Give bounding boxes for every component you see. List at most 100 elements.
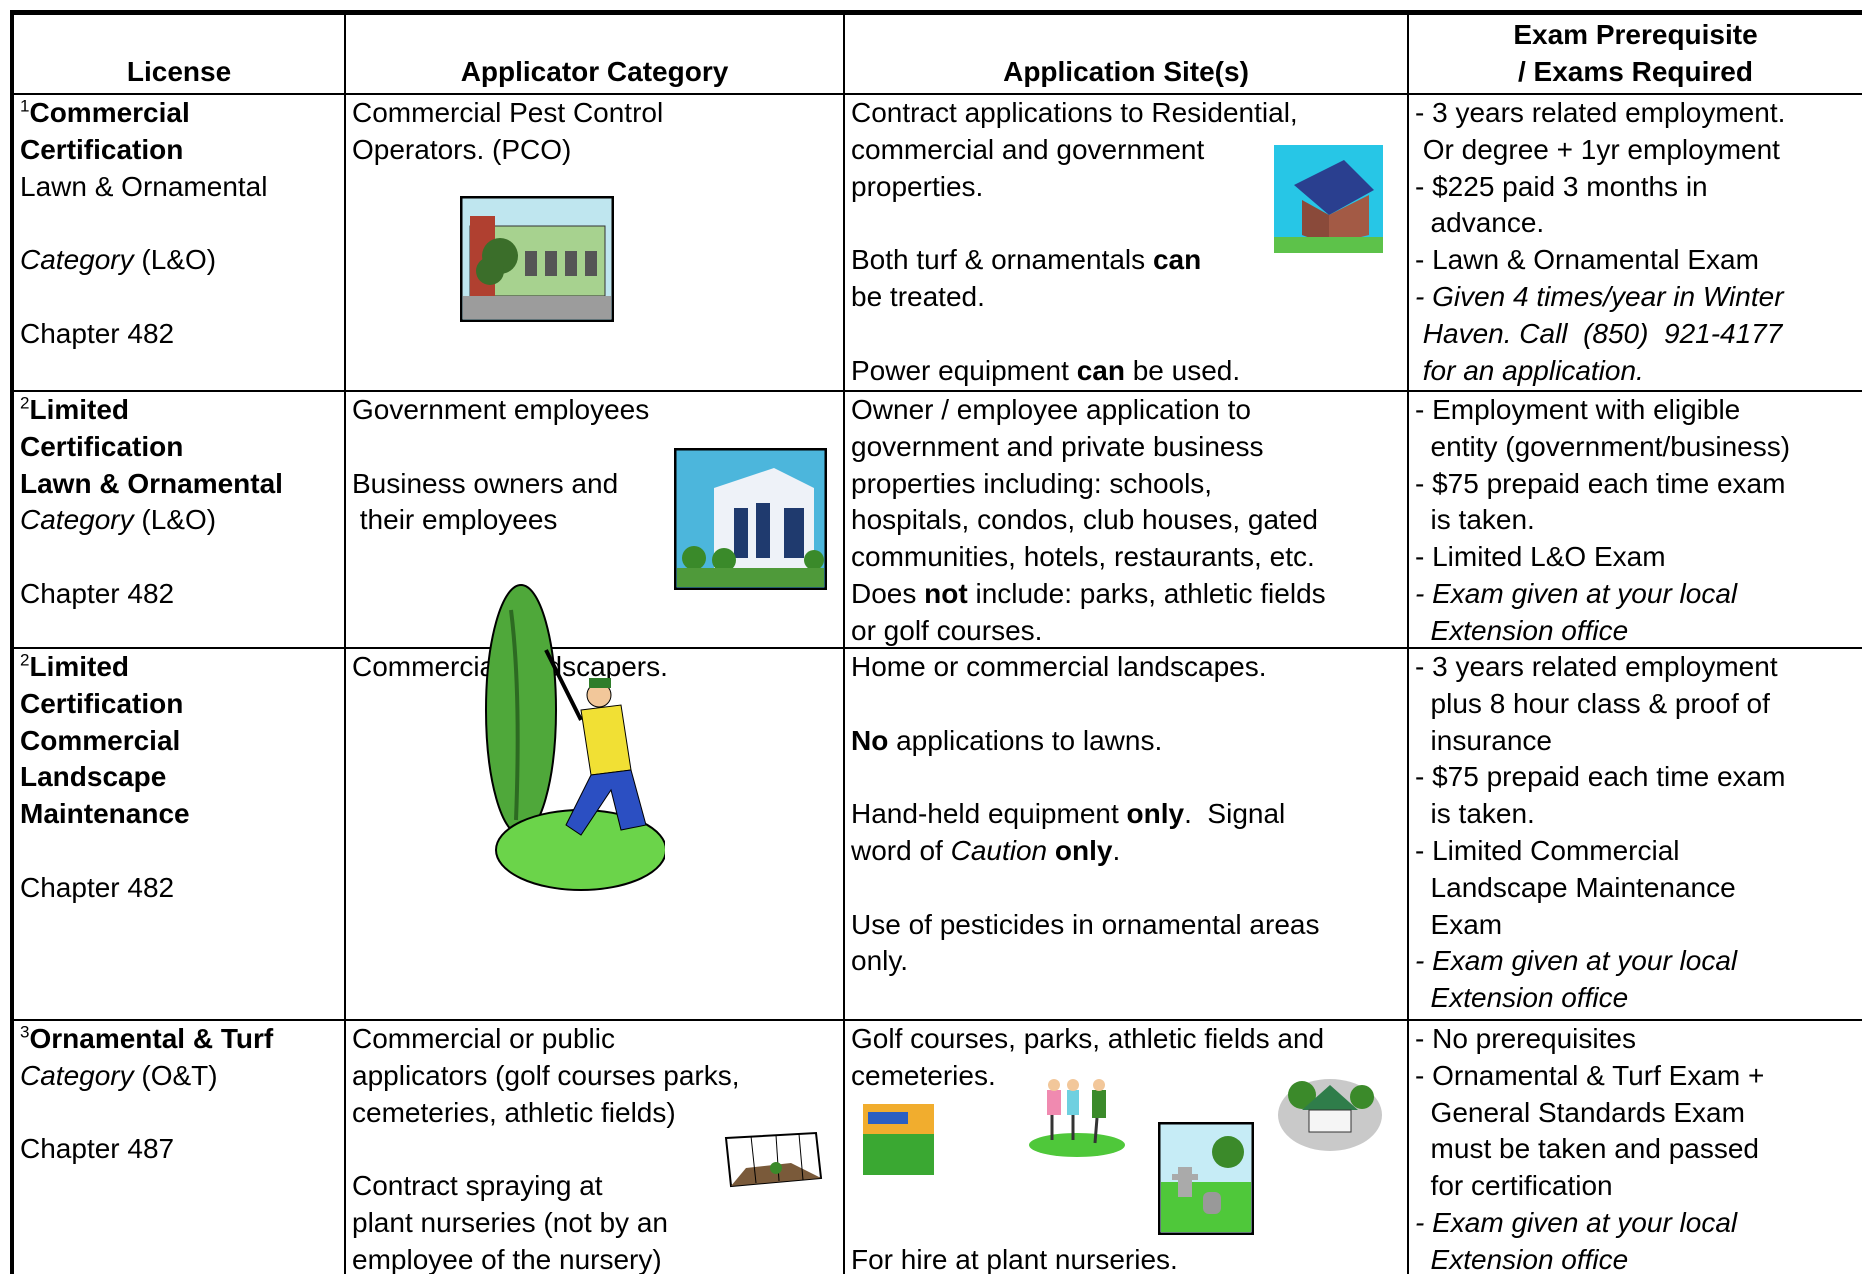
text-run: - Employment with eligible bbox=[1415, 394, 1741, 425]
text-line: - $75 prepaid each time exam bbox=[1415, 759, 1862, 796]
text-run: - Exam given at your local bbox=[1415, 945, 1738, 977]
text-run: Ornamental & Turf bbox=[29, 1023, 274, 1054]
clipart-office bbox=[674, 448, 827, 590]
text-line: Certification bbox=[20, 429, 344, 466]
text-run: applicators (golf courses parks, bbox=[352, 1059, 740, 1091]
text-run: or golf courses. bbox=[851, 614, 1043, 646]
text-run: - Given 4 times/year in Winter bbox=[1415, 280, 1784, 312]
text-line: 2Limited bbox=[20, 649, 344, 686]
text-line: 3Ornamental & Turf bbox=[20, 1021, 344, 1058]
text-run: Category bbox=[20, 504, 134, 536]
text-run: Caution bbox=[950, 834, 1048, 866]
text-line bbox=[851, 316, 1407, 353]
text-run: Maintenance bbox=[20, 798, 190, 830]
text-run: Home or commercial landscapes. bbox=[851, 651, 1267, 682]
text-run: Chapter 482 bbox=[20, 577, 175, 609]
text-line: Certification bbox=[20, 686, 344, 723]
text-run: commercial and government bbox=[851, 133, 1205, 165]
text-run: Contract applications to Residential, bbox=[851, 97, 1298, 128]
text-line: applicators (golf courses parks, bbox=[352, 1058, 843, 1095]
text-run: - $75 prepaid each time exam bbox=[1415, 761, 1786, 793]
text-line: No applications to lawns. bbox=[851, 723, 1407, 760]
license-cell: 2Limited Certification Commercial Landscape… bbox=[12, 647, 344, 1019]
text-line: be treated. bbox=[851, 279, 1407, 316]
sites-cell: Contract applications to Residential, com… bbox=[843, 93, 1407, 390]
header-cell: License bbox=[12, 12, 344, 93]
text-run: (L&O) bbox=[133, 244, 217, 276]
text-line: Category (L&O) bbox=[20, 242, 344, 279]
text-run: employee of the nursery) bbox=[352, 1243, 662, 1274]
text-line: Home or commercial landscapes. bbox=[851, 649, 1407, 686]
text-line: Chapter 482 bbox=[20, 576, 344, 613]
text-run: government and private business bbox=[851, 430, 1264, 462]
sites-cell: Owner / employee application to governmen… bbox=[843, 390, 1407, 647]
text-line: Business owners and bbox=[352, 466, 843, 503]
text-line bbox=[851, 759, 1407, 796]
text-line: their employees bbox=[352, 502, 843, 539]
text-run: only bbox=[1126, 798, 1185, 830]
clipart-gazebo bbox=[1278, 1079, 1382, 1151]
text-run: Category bbox=[20, 1059, 134, 1091]
text-run: insurance bbox=[1415, 724, 1552, 756]
text-run: 2 bbox=[20, 393, 30, 413]
license-cell: 2Limited Certification Lawn & Ornamental Ca… bbox=[12, 390, 344, 647]
text-run: License bbox=[126, 56, 232, 88]
exams-cell: - Employment with eligible entity (gover… bbox=[1407, 390, 1862, 647]
applicator-cell: Commercial Pest Control Operators. (PCO) bbox=[344, 93, 843, 390]
text-run: for certification bbox=[1415, 1170, 1613, 1202]
text-run: for an application. bbox=[1415, 354, 1644, 386]
text-line: Extension office bbox=[1415, 1242, 1862, 1274]
text-line: advance. bbox=[1415, 205, 1862, 242]
exams-cell: - 3 years related employment. Or degree … bbox=[1407, 93, 1862, 390]
text-run: - Exam given at your local bbox=[1415, 1206, 1738, 1238]
text-line: - 3 years related employment bbox=[1415, 649, 1862, 686]
text-run: Chapter 482 bbox=[20, 871, 175, 903]
text-run: communities, hotels, restaurants, etc. bbox=[851, 541, 1315, 573]
text-line: Contract spraying at bbox=[352, 1168, 843, 1205]
text-line: - Exam given at your local bbox=[1415, 576, 1862, 613]
text-line: insurance bbox=[1415, 723, 1862, 760]
text-run bbox=[1047, 835, 1055, 866]
text-line: For hire at plant nurseries. bbox=[851, 1242, 1407, 1274]
text-line: for an application. bbox=[1415, 353, 1862, 390]
text-run: - Limited L&O Exam bbox=[1415, 541, 1666, 573]
text-line: - $75 prepaid each time exam bbox=[1415, 466, 1862, 503]
text-line: - No prerequisites bbox=[1415, 1021, 1862, 1058]
text-run: - No prerequisites bbox=[1415, 1023, 1636, 1054]
text-run: their employees bbox=[352, 504, 558, 536]
text-run: Both turf & ornamentals bbox=[851, 244, 1153, 276]
text-run: - 3 years related employment bbox=[1415, 651, 1778, 682]
text-line: Commercial or public bbox=[352, 1021, 843, 1058]
text-line: - Exam given at your local bbox=[1415, 943, 1862, 980]
text-run: Landscape Maintenance bbox=[1415, 871, 1736, 903]
table-frame bbox=[10, 10, 1862, 1274]
text-line: Hand-held equipment only. Signal bbox=[851, 796, 1407, 833]
text-run: - $75 prepaid each time exam bbox=[1415, 467, 1786, 499]
text-run: is taken. bbox=[1415, 798, 1535, 830]
text-line: Operators. (PCO) bbox=[352, 132, 843, 169]
clipart-golfers bbox=[1029, 1079, 1125, 1157]
text-line: government and private business bbox=[851, 429, 1407, 466]
text-run: word of bbox=[851, 834, 951, 866]
text-line: properties including: schools, bbox=[851, 466, 1407, 503]
text-run: only. bbox=[851, 945, 909, 977]
text-run: cemeteries. bbox=[851, 1059, 996, 1091]
text-line: - Employment with eligible bbox=[1415, 392, 1862, 429]
text-line: Power equipment can be used. bbox=[851, 353, 1407, 390]
text-line: Extension office bbox=[1415, 980, 1862, 1017]
text-run: Owner / employee application to bbox=[851, 394, 1251, 425]
text-line: only. bbox=[851, 943, 1407, 980]
text-run: - 3 years related employment. bbox=[1415, 97, 1786, 128]
clipart-field bbox=[863, 1104, 934, 1175]
text-run: Operators. (PCO) bbox=[352, 133, 572, 165]
text-line: Category (L&O) bbox=[20, 502, 344, 539]
text-run: Certification bbox=[20, 687, 184, 719]
text-run: be used. bbox=[1124, 354, 1241, 386]
header-cell: Application Site(s) bbox=[843, 12, 1407, 93]
text-run: not bbox=[924, 577, 968, 609]
text-run: . bbox=[1112, 834, 1121, 866]
text-run: Extension office bbox=[1415, 982, 1629, 1014]
text-run: (L&O) bbox=[133, 504, 217, 536]
text-run: hospitals, condos, club houses, gated bbox=[851, 504, 1318, 536]
